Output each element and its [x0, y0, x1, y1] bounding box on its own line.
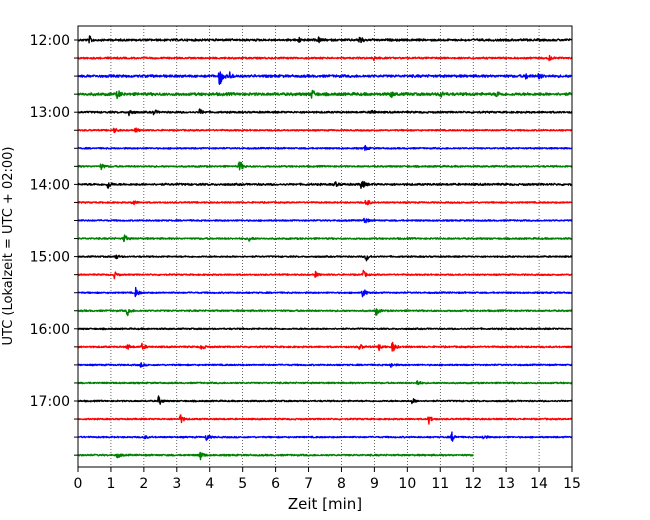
seismogram-trace — [77, 180, 573, 189]
x-tick-label: 4 — [205, 476, 214, 492]
y-axis-label: UTC (Lokalzeit = UTC + 02:00) — [1, 147, 16, 346]
seismogram-trace — [77, 161, 573, 171]
seismogram-traces — [77, 35, 573, 461]
x-tick-label: 6 — [271, 476, 280, 492]
seismogram-trace — [77, 217, 573, 224]
seismogram-trace — [77, 380, 573, 385]
seismogram-trace — [77, 362, 573, 368]
seismogram-trace — [77, 414, 573, 425]
seismogram-trace — [77, 89, 573, 100]
x-tick-label: 8 — [337, 476, 346, 492]
x-tick-label: 9 — [370, 476, 379, 492]
y-axis-ticks: 12:00 13:00 14:00 15:00 16:00 17:00 — [30, 33, 78, 456]
seismogram-trace — [77, 71, 573, 85]
x-tick-label: 5 — [238, 476, 247, 492]
seismogram-trace — [77, 341, 573, 352]
x-tick-label: 1 — [106, 476, 115, 492]
seismogram-trace — [77, 431, 573, 442]
seismogram-trace — [77, 108, 573, 117]
seismogram-trace — [77, 35, 573, 44]
plot-frame — [77, 25, 573, 468]
y-tick-label: 17:00 — [30, 394, 70, 410]
y-tick-label: 13:00 — [30, 105, 70, 121]
seismogram-trace — [77, 234, 573, 243]
x-tick-label: 0 — [74, 476, 83, 492]
x-tick-label: 3 — [172, 476, 181, 492]
x-axis-ticks: 0 1 2 3 4 5 6 7 8 9 10 11 12 13 14 15 — [74, 467, 581, 492]
x-tick-label: 7 — [304, 476, 313, 492]
x-tick-label: 15 — [563, 476, 581, 492]
x-tick-label: 14 — [530, 476, 548, 492]
seismogram-trace — [77, 327, 573, 331]
seismogram-trace — [77, 54, 573, 62]
seismogram-trace — [77, 451, 474, 461]
x-tick-label: 12 — [464, 476, 482, 492]
y-tick-label: 15:00 — [30, 250, 70, 266]
seismogram-trace — [77, 144, 573, 151]
seismogram-trace — [77, 308, 573, 317]
y-tick-label: 14:00 — [30, 177, 70, 193]
x-tick-label: 13 — [497, 476, 515, 492]
seismogram-trace — [77, 395, 573, 405]
seismogram-trace — [77, 269, 573, 280]
x-axis-label: Zeit [min] — [288, 495, 362, 513]
x-tick-label: 11 — [431, 476, 449, 492]
x-tick-label: 10 — [398, 476, 416, 492]
seismogram-trace — [77, 127, 573, 134]
seismogram-trace — [77, 254, 573, 262]
seismogram-trace — [77, 286, 573, 298]
y-tick-label: 12:00 — [30, 33, 70, 49]
seismogram-trace — [77, 199, 573, 206]
x-tick-label: 2 — [139, 476, 148, 492]
y-tick-label: 16:00 — [30, 322, 70, 338]
